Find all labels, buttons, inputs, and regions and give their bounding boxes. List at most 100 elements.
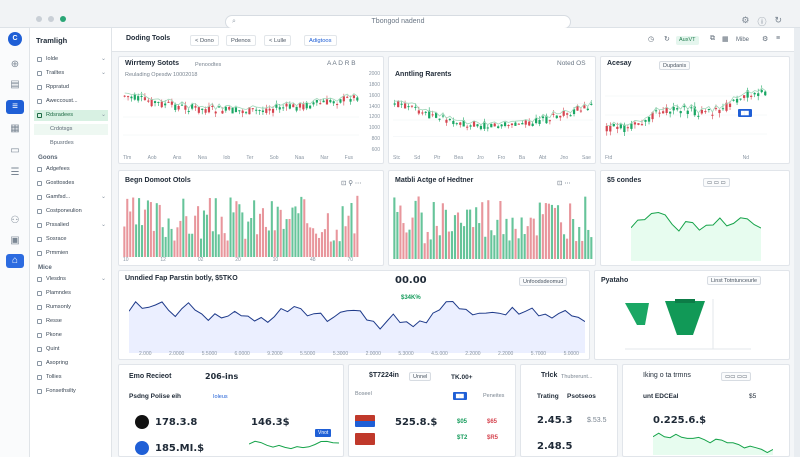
sidebar-subitem[interactable]: Bpusrdes <box>34 138 108 149</box>
settings-icon[interactable]: ⚙ <box>741 15 750 25</box>
sidebar-item-label: Plamndes <box>46 290 71 296</box>
sidebar-item[interactable]: Rumsonly <box>34 302 108 313</box>
sidebar-item[interactable]: Prmmien <box>34 248 108 259</box>
add-icon[interactable]: ⊕ <box>10 59 20 70</box>
volume-bar <box>285 219 288 257</box>
funnel-cap <box>675 299 695 303</box>
x-tick-label: Ptr <box>433 155 441 161</box>
summary-card-3: Trlck Thubrerunt... Trating Psotseos 2.4… <box>520 364 618 457</box>
toolbar-label[interactable]: Mibe <box>736 37 750 43</box>
sidebar-item[interactable]: Prssalied ⌄ <box>34 220 108 231</box>
panel-controls[interactable]: Noted OS <box>557 60 586 67</box>
sidebar-item[interactable]: Pkone <box>34 330 108 341</box>
sidebar-item-selected[interactable]: Rdsradees ⌄ <box>34 110 108 121</box>
sidebar-item[interactable]: Plamndes <box>34 288 108 299</box>
price-tag: ▆▆ <box>738 109 752 117</box>
candle <box>626 127 630 129</box>
sidebar-item[interactable]: Fonsethsilty <box>34 386 108 397</box>
x-tick-label: 2.0000 <box>168 351 185 357</box>
panel-controls[interactable]: ⊡ ⋯ <box>557 180 571 187</box>
info-icon[interactable]: ⓘ <box>757 17 767 27</box>
app-logo[interactable]: C <box>8 32 22 46</box>
x-tick-label: Fro <box>497 155 506 161</box>
panel-value: 206-ins <box>205 372 239 381</box>
y-tick-label: 2000 <box>368 71 380 77</box>
volume-bar <box>447 231 450 259</box>
candlestick-chart <box>393 99 593 137</box>
volume-bar <box>297 213 300 257</box>
candle <box>342 96 345 102</box>
sidebar-item[interactable]: Trailtes ⌄ <box>34 68 108 79</box>
volume-bar <box>490 230 493 259</box>
sidebar-item[interactable]: Gamfsd... ⌄ <box>34 192 108 203</box>
candle <box>157 101 160 103</box>
sidebar-item[interactable]: Iolde ⌄ <box>34 54 108 65</box>
volume-bar <box>347 215 350 257</box>
sidebar-item[interactable]: Resse <box>34 316 108 327</box>
candle <box>466 126 469 128</box>
folder-icon[interactable]: ▭ <box>10 145 20 156</box>
sidebar-item[interactable]: Tollies <box>34 372 108 383</box>
volume-bar <box>508 240 511 259</box>
candle <box>204 109 207 113</box>
sidebar-item[interactable]: Sosrace <box>34 234 108 245</box>
panel-tab[interactable]: ▭▭ ▭▭ <box>721 372 752 381</box>
grid-icon[interactable]: ▦ <box>10 123 20 134</box>
panel-tab[interactable]: Unfoodsdeomud <box>519 277 568 286</box>
document-icon[interactable]: ▤ <box>10 79 20 90</box>
sidebar-item-label: Pkone <box>46 332 62 338</box>
user-icon[interactable]: ⚇ <box>10 215 20 226</box>
panel-controls[interactable]: ⊡ ⚲ ⋯ <box>341 180 362 187</box>
clock-icon[interactable]: ◷ <box>648 36 655 43</box>
volume-bar <box>294 206 297 257</box>
panel-tab[interactable]: ▭ ▭ ▭ <box>703 178 730 187</box>
calendar-icon[interactable]: ▣ <box>10 235 20 246</box>
window-dot[interactable] <box>36 16 42 22</box>
volume-bar <box>487 200 490 259</box>
menu-icon[interactable]: ≡ <box>776 35 781 42</box>
volume-bar <box>208 198 211 257</box>
sidebar-item[interactable]: Asopring <box>34 358 108 369</box>
panel-tab[interactable]: Dupdanis <box>659 61 691 70</box>
panel-tag: Ioleus <box>213 394 228 400</box>
dashboard-icon[interactable]: ≡ <box>6 100 24 114</box>
moving-average-line <box>394 100 592 126</box>
candle <box>221 110 224 114</box>
toolbar-dropdown[interactable]: < Dono <box>190 35 219 46</box>
toolbar-dropdown[interactable]: < Lulle <box>264 35 292 46</box>
panel-tab[interactable]: Unnel <box>409 372 432 381</box>
metric-value: 178.3.8 <box>155 417 198 428</box>
candle <box>428 110 431 119</box>
sidebar-subitem[interactable]: Crdotsgs <box>34 124 108 135</box>
y-tick-label: 600 <box>371 146 380 153</box>
bar-chart <box>123 195 359 257</box>
address-bar[interactable]: ⌕ Tbongod nadend <box>225 15 571 29</box>
volume-bar <box>523 234 526 259</box>
chevron-down-icon: ⌄ <box>100 56 106 62</box>
refresh-icon[interactable]: ↻ <box>774 15 782 25</box>
sidebar-item[interactable]: Rppratud <box>34 82 108 93</box>
refresh-icon[interactable]: ↻ <box>664 36 670 43</box>
home-icon[interactable]: ⌂ <box>6 254 24 268</box>
toolbar-tab[interactable]: Adigtoos <box>304 35 337 46</box>
sidebar-item[interactable]: Gosttosdes <box>34 178 108 189</box>
window-controls[interactable] <box>36 16 66 22</box>
grid-icon[interactable]: ▦ <box>722 36 729 43</box>
list-icon[interactable]: ☰ <box>10 167 20 178</box>
scroll-edge[interactable] <box>794 28 800 457</box>
panel-controls[interactable]: A A D R B <box>327 60 356 67</box>
sidebar-item[interactable]: Adgefees <box>34 164 108 175</box>
toolbar-dropdown[interactable]: Pdenos <box>226 35 256 46</box>
window-dot[interactable] <box>60 16 66 22</box>
candle <box>459 122 462 125</box>
sidebar-item[interactable]: Aweccoust... <box>34 96 108 107</box>
panel-tab[interactable]: Linst Totntunceurle <box>707 276 762 285</box>
candle <box>700 109 703 114</box>
sidebar-item[interactable]: Costponeulion <box>34 206 108 217</box>
sidebar-item[interactable]: Quint <box>34 344 108 355</box>
sidebar-item[interactable]: Vlesdns ⌄ <box>34 274 108 285</box>
line-chart <box>631 211 761 261</box>
settings-icon[interactable]: ⚙ <box>762 36 769 43</box>
copy-icon[interactable]: ⧉ <box>710 35 715 42</box>
window-dot[interactable] <box>48 16 54 22</box>
